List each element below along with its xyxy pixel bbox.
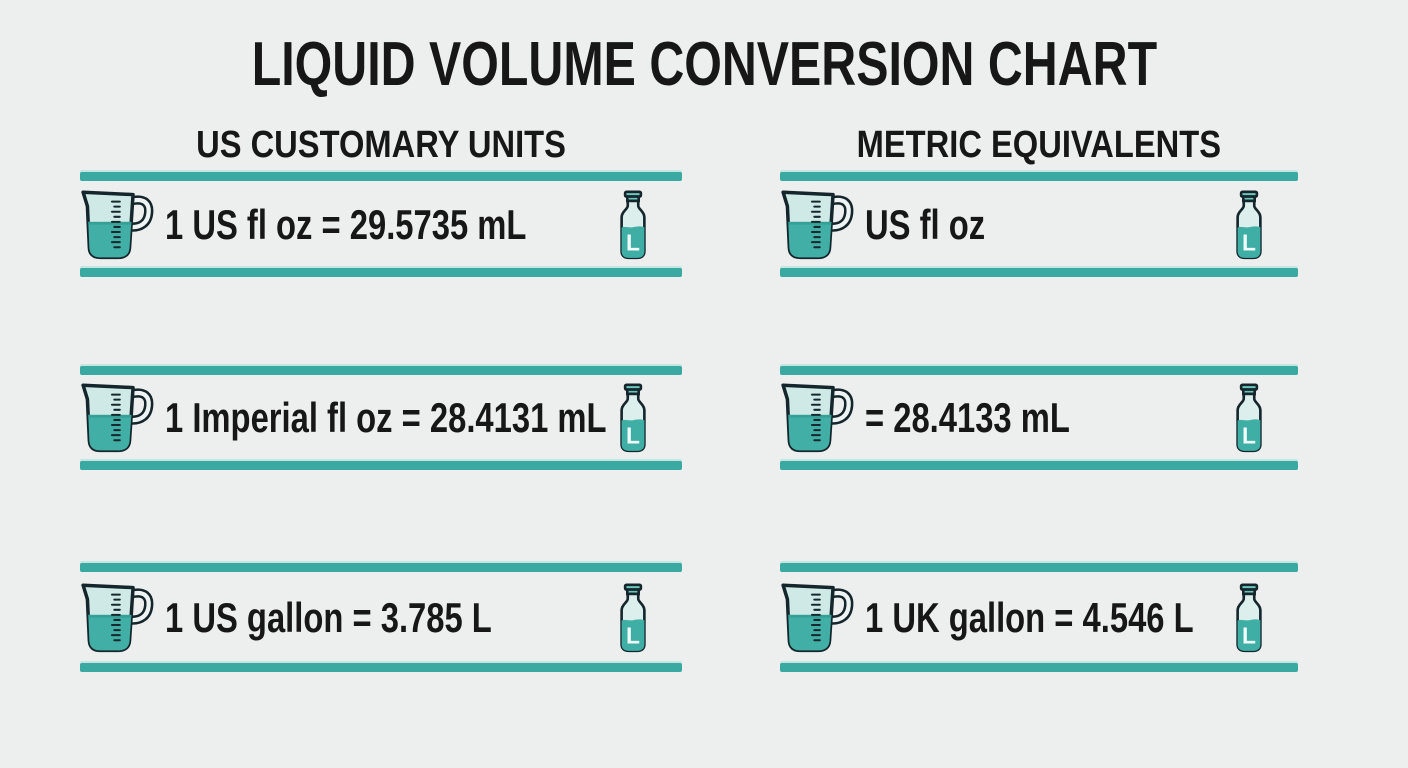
measuring-jug-icon [80,189,158,261]
bottle-icon [1228,383,1270,453]
conversion-row: 1 UK gallon = 4.546 L [780,572,1298,663]
column-header-metric: METRIC EQUIVALENTS [856,124,1222,166]
conversion-row: 1 US fl oz = 29.5735 mL [80,182,682,268]
conversion-text: = 28.4133 mL [865,394,1070,441]
column-header-us-customary: US CUSTOMARY UNITS [196,124,566,166]
conversion-row: 1 Imperial fl oz = 28.4131 mL [80,375,682,461]
conversion-text: 1 US gallon = 3.785 L [165,593,492,641]
conversion-row: = 28.4133 mL [780,375,1298,461]
measuring-jug-icon [80,582,158,654]
conversion-text: 1 Imperial fl oz = 28.4131 mL [165,394,607,441]
conversion-text: US fl oz [865,201,986,248]
conversion-text: 1 UK gallon = 4.546 L [865,593,1194,641]
bottle-icon [1228,583,1270,653]
divider-line [80,268,682,277]
divider-line [780,461,1298,470]
divider-line [80,366,682,375]
column-us-customary: US CUSTOMARY UNITS 1 US fl oz = 29.5735 … [80,0,682,768]
measuring-jug-icon [780,382,858,454]
divider-line [780,663,1298,672]
bottle-icon [612,583,654,653]
divider-line [780,172,1298,181]
divider-line [80,563,682,572]
bottle-icon [612,190,654,260]
measuring-jug-icon [780,582,858,654]
divider-line [780,563,1298,572]
divider-line [80,172,682,181]
divider-line [80,461,682,470]
bottle-icon [612,383,654,453]
measuring-jug-icon [780,189,858,261]
divider-line [780,366,1298,375]
divider-line [80,663,682,672]
divider-line [780,268,1298,277]
column-metric-equivalents: METRIC EQUIVALENTS US fl oz = 28.4133 mL… [780,0,1298,768]
conversion-row: US fl oz [780,182,1298,268]
bottle-icon [1228,190,1270,260]
measuring-jug-icon [80,382,158,454]
conversion-row: 1 US gallon = 3.785 L [80,572,682,663]
conversion-text: 1 US fl oz = 29.5735 mL [165,201,527,248]
page-title: LIQUID VOLUME CONVERSION CHART [251,30,1157,99]
